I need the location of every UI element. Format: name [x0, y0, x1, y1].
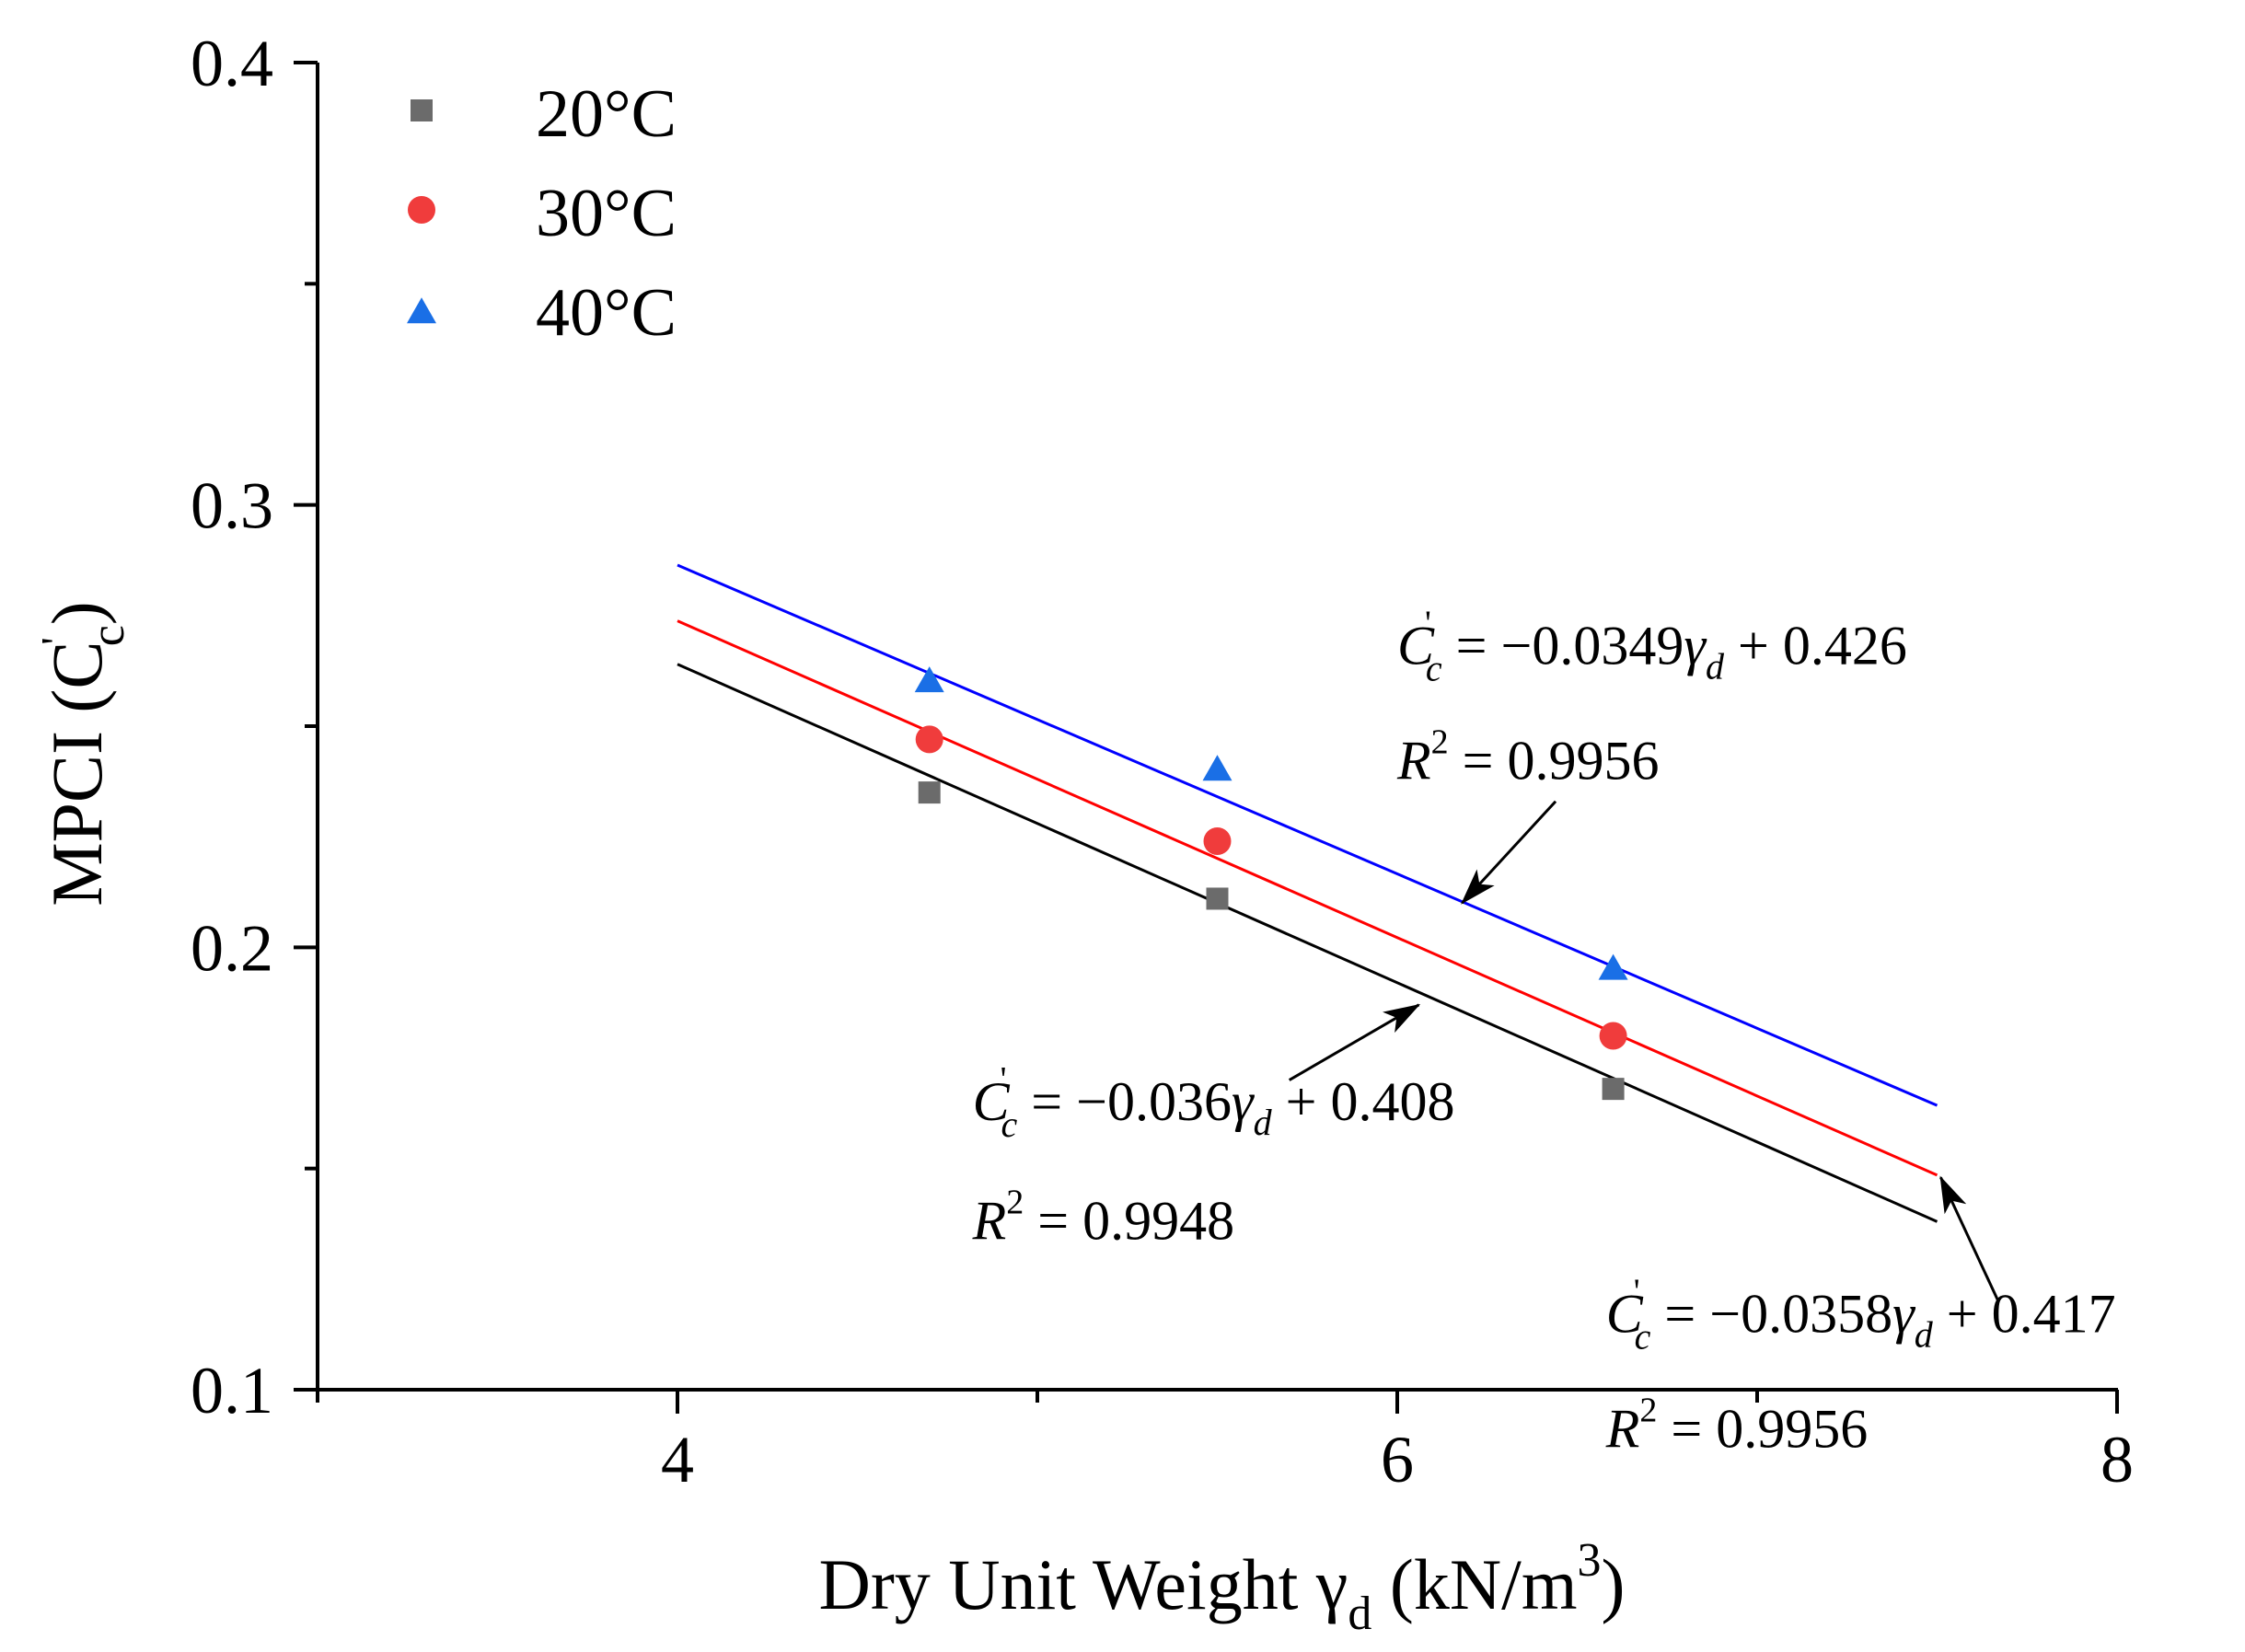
- eq-lhs-sub: c: [1426, 648, 1442, 689]
- annotation-arrow: [1939, 1175, 2000, 1302]
- annotation-arrow: [1288, 1003, 1421, 1081]
- x-tick-label: 6: [1381, 1423, 1414, 1496]
- data-point-40°C: [1202, 755, 1232, 781]
- fit-line-20°C: [677, 663, 1938, 1223]
- annotation-20°C: C' c = −0.036γd + 0.408 R2 = 0.9948: [972, 1003, 1455, 1252]
- legend-label: 30°C: [536, 176, 677, 251]
- equation-text: C' c = −0.036γd + 0.408: [973, 1060, 1455, 1145]
- r2-symbol: R: [1396, 731, 1431, 791]
- annotation-arrow: [1461, 800, 1557, 905]
- data-point-30°C: [915, 725, 943, 754]
- legend-marker-40°C: [407, 297, 436, 324]
- x-label-unit-close: ): [1602, 1544, 1626, 1624]
- y-label-sub: c: [82, 625, 134, 646]
- eq-lhs-sub: c: [1635, 1316, 1651, 1357]
- data-point-20°C: [1206, 887, 1229, 910]
- x-axis-label: Dry Unit Weight γd (kN/m3): [818, 1534, 1625, 1640]
- data-point-20°C: [1602, 1078, 1625, 1101]
- x-tick-label: 8: [2100, 1423, 2134, 1496]
- annotation-40°C: C' c = −0.0349γd + 0.426 R2 = 0.9956: [1396, 605, 1907, 905]
- legend-label: 20°C: [536, 76, 677, 152]
- eq-var: γ: [1892, 1284, 1915, 1345]
- x-label-main: Dry Unit Weight γ: [818, 1544, 1348, 1624]
- eq-slope: = −0.036: [1017, 1071, 1232, 1132]
- eq-lhs-sup: ': [1634, 1273, 1640, 1311]
- axes: 4 6 8 0.1 0.2 0.3 0.4: [191, 27, 2134, 1496]
- r2-sup: 2: [1006, 1184, 1024, 1222]
- x-tick-label: 4: [661, 1423, 694, 1496]
- eq-intercept: + 0.417: [1933, 1284, 2116, 1345]
- legend-marker-20°C: [411, 99, 433, 121]
- r2-value: = 0.9956: [1657, 1398, 1868, 1459]
- r2-value: = 0.9948: [1024, 1191, 1234, 1252]
- eq-lhs: C: [1397, 616, 1435, 676]
- data-point-20°C: [918, 781, 941, 804]
- eq-lhs-sub: c: [1001, 1103, 1018, 1145]
- eq-intercept: + 0.426: [1724, 616, 1907, 676]
- eq-slope: = −0.0358: [1650, 1284, 1892, 1345]
- fit-line-40°C: [677, 563, 1938, 1107]
- data-point-30°C: [1203, 826, 1232, 855]
- r-squared-text: R2 = 0.9956: [1396, 723, 1660, 791]
- data-points: [914, 666, 1628, 1101]
- x-label-sub: d: [1348, 1588, 1371, 1640]
- y-tick-label: 0.3: [191, 469, 273, 543]
- eq-intercept: + 0.408: [1272, 1071, 1455, 1132]
- r2-symbol: R: [972, 1191, 1007, 1252]
- r2-sup: 2: [1639, 1391, 1657, 1429]
- axis-labels: Dry Unit Weight γd (kN/m3)MPCI (C'c): [32, 601, 1626, 1640]
- legend-label: 40°C: [536, 275, 677, 351]
- y-tick-label: 0.2: [191, 911, 273, 985]
- eq-var-sub: d: [1706, 646, 1725, 687]
- x-label-unit-sup: 3: [1578, 1534, 1602, 1587]
- y-label-close: ): [37, 601, 117, 625]
- equation-text: C' c = −0.0358γd + 0.417: [1606, 1273, 2116, 1357]
- eq-var: γ: [1684, 616, 1707, 676]
- data-point-30°C: [1599, 1022, 1627, 1050]
- r2-value: = 0.9956: [1449, 731, 1660, 791]
- y-tick-label: 0.1: [191, 1354, 273, 1427]
- y-label-sup: ': [32, 637, 79, 644]
- y-axis-label: MPCI (C'c): [32, 601, 134, 907]
- eq-var-sub: d: [1254, 1102, 1273, 1143]
- x-label-unit-open: (kN/m: [1371, 1544, 1577, 1624]
- r2-sup: 2: [1431, 723, 1449, 762]
- y-label-main: MPCI (C: [37, 641, 117, 907]
- equation-text: C' c = −0.0349γd + 0.426: [1397, 605, 1907, 689]
- fit-line-30°C: [677, 619, 1938, 1177]
- eq-lhs: C: [1606, 1284, 1644, 1345]
- annotation-30°C: C' c = −0.0358γd + 0.417 R2 = 0.9956: [1605, 1175, 2116, 1459]
- eq-lhs: C: [973, 1071, 1011, 1132]
- eq-var-sub: d: [1915, 1314, 1934, 1356]
- eq-lhs-sup: ': [1001, 1060, 1007, 1099]
- data-point-40°C: [914, 666, 944, 693]
- legend-marker-30°C: [408, 196, 435, 224]
- r-squared-text: R2 = 0.9956: [1605, 1391, 1869, 1459]
- r-squared-text: R2 = 0.9948: [972, 1184, 1235, 1252]
- fit-lines: [677, 563, 1938, 1223]
- r2-symbol: R: [1605, 1398, 1640, 1459]
- eq-var: γ: [1232, 1071, 1255, 1132]
- eq-lhs-sup: ': [1425, 605, 1431, 643]
- data-point-40°C: [1598, 953, 1628, 980]
- y-tick-label: 0.4: [191, 27, 273, 100]
- eq-slope: = −0.0349: [1442, 616, 1684, 676]
- legend: 20°C 30°C 40°C: [407, 76, 677, 351]
